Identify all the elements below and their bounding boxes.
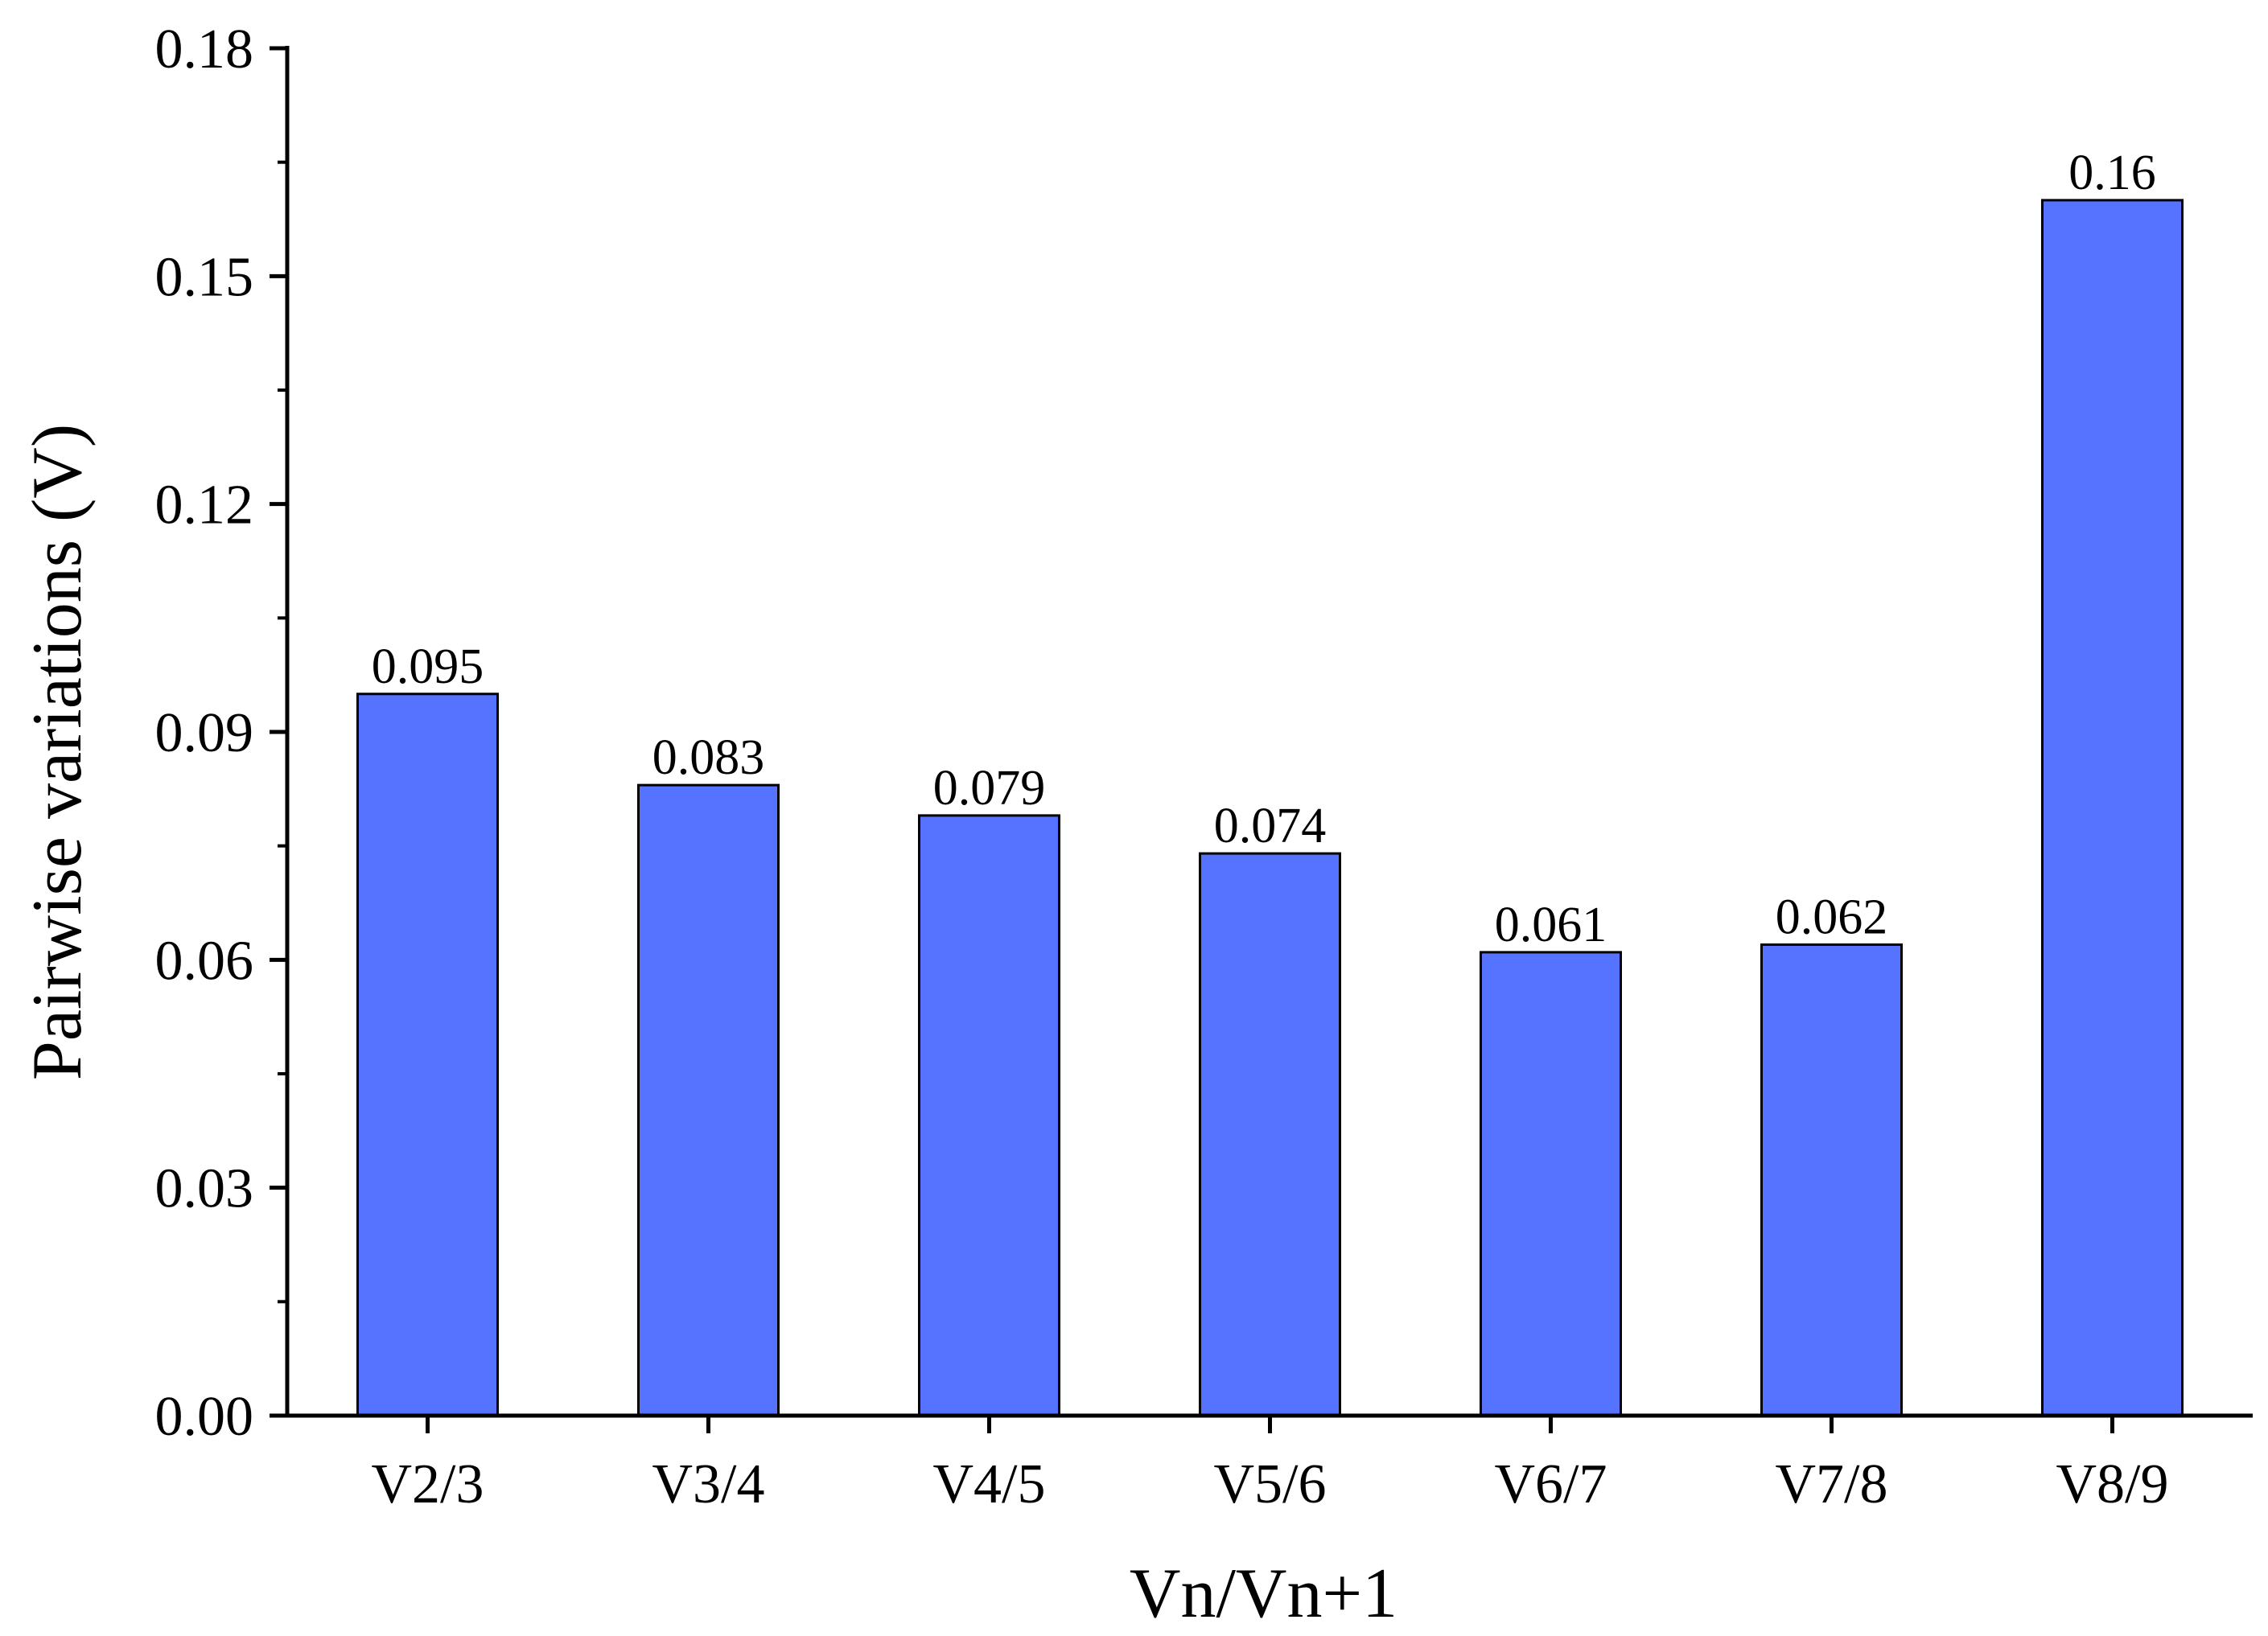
data-label: 0.16 — [2068, 146, 2156, 200]
y-tick-label: 0.12 — [155, 475, 254, 536]
bars-group — [356, 199, 2184, 1417]
data-labels-group: 0.095 0.083 0.079 0.074 0.061 0.062 0.16 — [372, 146, 2156, 952]
bar-v2-3 — [356, 693, 499, 1417]
y-ticks-group: 0.00 0.03 0.06 0.09 0.12 0.15 0.18 — [155, 18, 287, 1448]
x-tick-label: V4/5 — [933, 1453, 1046, 1515]
y-tick-label: 0.18 — [155, 18, 254, 80]
y-tick-label: 0.06 — [155, 930, 254, 992]
x-axis-title: Vn/Vn+1 — [1130, 1555, 1397, 1633]
x-tick-label: V3/4 — [652, 1453, 765, 1515]
bar-v4-5 — [918, 814, 1060, 1417]
bar-v7-8 — [1760, 943, 1903, 1417]
x-ticks-group: V2/3 V3/4 V4/5 V5/6 V6/7 V7/8 V8/9 — [372, 1416, 2169, 1515]
x-tick-label: V2/3 — [372, 1453, 484, 1515]
data-label: 0.095 — [372, 639, 484, 694]
x-tick-label: V8/9 — [2056, 1453, 2169, 1515]
bar-v8-9 — [2041, 199, 2184, 1417]
bar-v6-7 — [1480, 951, 1622, 1417]
x-tick-label: V6/7 — [1495, 1453, 1607, 1515]
bar-v5-6 — [1199, 852, 1341, 1417]
data-label: 0.079 — [933, 761, 1046, 816]
data-label: 0.062 — [1776, 890, 1888, 944]
y-tick-label: 0.09 — [155, 702, 254, 764]
bar-v3-4 — [637, 783, 780, 1417]
data-label: 0.061 — [1495, 898, 1607, 952]
x-tick-label: V5/6 — [1214, 1453, 1327, 1515]
data-label: 0.074 — [1214, 799, 1327, 853]
y-tick-label: 0.00 — [155, 1386, 254, 1448]
y-tick-label: 0.15 — [155, 246, 254, 308]
y-axis-title: Pairwise variations (V) — [19, 424, 97, 1080]
y-tick-label: 0.03 — [155, 1158, 254, 1220]
x-tick-label: V7/8 — [1776, 1453, 1888, 1515]
data-label: 0.083 — [652, 730, 765, 785]
